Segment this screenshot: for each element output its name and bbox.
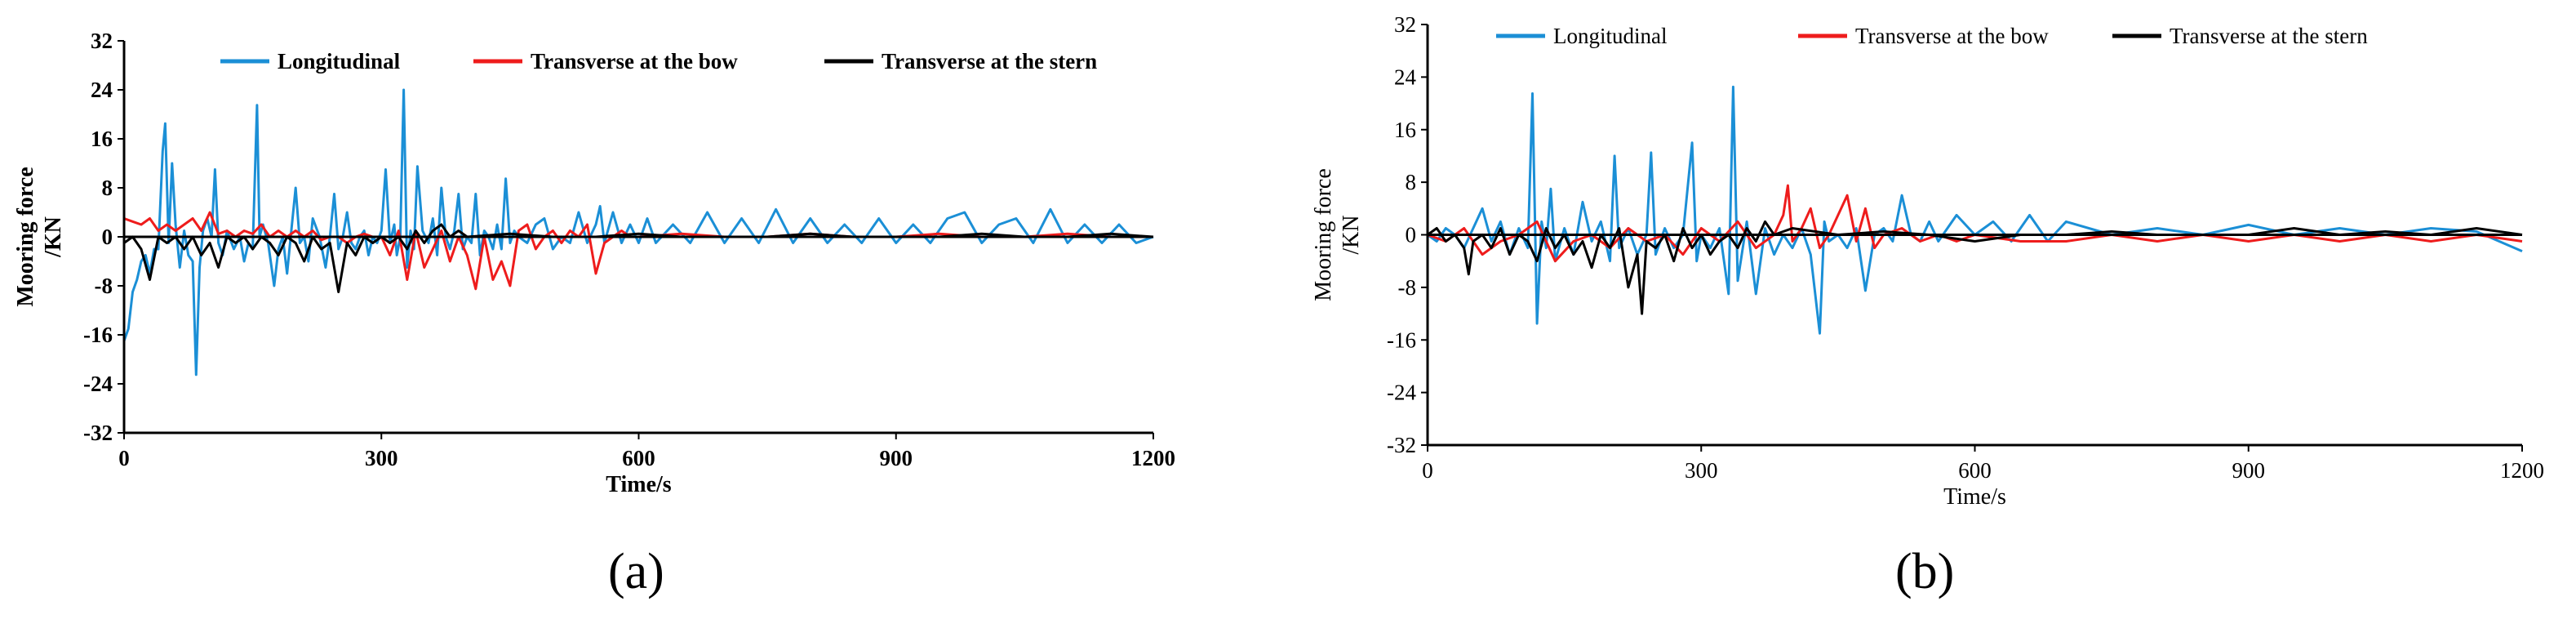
y-tick-label: -8 xyxy=(1398,275,1417,300)
legend-label: Longitudinal xyxy=(1553,24,1667,48)
y-tick-label: -16 xyxy=(1387,327,1416,352)
x-tick-label: 600 xyxy=(622,446,655,470)
y-tick-label: -24 xyxy=(83,372,113,396)
y-tick-label: 32 xyxy=(1394,12,1416,37)
y-tick-label: -8 xyxy=(95,274,113,298)
chart-panel-b: 32 24 16 8 0 -8 -16 -24 -32 0 300 600 900 1200 Time/s M… xyxy=(1288,0,2576,637)
y-axis-title: Mooring force/KN xyxy=(13,167,66,306)
y-tick-label: 32 xyxy=(91,29,113,53)
x-axis-title: Time/s xyxy=(606,472,671,497)
legend-label: Transverse at the stern xyxy=(882,49,1097,74)
y-tick-label: 16 xyxy=(1394,118,1416,142)
x-tick-label: 300 xyxy=(365,446,398,470)
x-tick-label: 300 xyxy=(1685,458,1718,483)
panel-label-a: (a) xyxy=(608,544,664,599)
y-axis-title-line: Mooring force xyxy=(1311,168,1336,301)
panel-label-b: (b) xyxy=(1895,544,1955,599)
series-line-1 xyxy=(1427,85,2523,335)
series-line-1 xyxy=(122,88,1154,376)
y-tick-label: -24 xyxy=(1387,381,1416,405)
y-tick-label: -32 xyxy=(83,421,113,445)
y-tick-label: 0 xyxy=(102,225,113,249)
y-tick-label: -16 xyxy=(83,323,113,347)
y-axis-title: Mooring force/KN xyxy=(1311,168,1364,301)
chart-panel-a: 32 24 16 8 0 -8 -16 -24 -32 0 300 600 900 1200 Time/s M… xyxy=(0,0,1273,637)
y-tick-label: 8 xyxy=(1406,170,1417,194)
x-axis-title: Time/s xyxy=(1943,484,2006,510)
x-tick-label: 1200 xyxy=(2500,458,2544,483)
y-tick-label: 24 xyxy=(1394,65,1417,89)
x-tick-label: 0 xyxy=(118,446,130,470)
y-tick-label: -32 xyxy=(1387,433,1416,457)
x-tick-label: 900 xyxy=(880,446,913,470)
legend-label: Transverse at the bow xyxy=(1855,24,2049,48)
y-axis-title-line: /KN xyxy=(41,216,66,258)
x-tick-label: 1200 xyxy=(1131,446,1175,470)
y-tick-label: 0 xyxy=(1406,223,1417,247)
legend-label: Longitudinal xyxy=(278,49,401,74)
y-axis-title-line: /KN xyxy=(1339,215,1364,254)
x-tick-label: 0 xyxy=(1422,458,1433,483)
y-tick-label: 8 xyxy=(102,176,113,200)
x-tick-label: 900 xyxy=(2232,458,2266,483)
y-axis-title-line: Mooring force xyxy=(13,167,38,306)
y-tick-label: 24 xyxy=(91,78,113,102)
legend-label: Transverse at the stern xyxy=(2170,24,2368,48)
series-line-3 xyxy=(1427,220,2523,315)
y-tick-label: 16 xyxy=(91,127,113,151)
legend-label: Transverse at the bow xyxy=(531,49,738,74)
x-tick-label: 600 xyxy=(1958,458,1992,483)
series-line-2 xyxy=(1427,184,2523,263)
